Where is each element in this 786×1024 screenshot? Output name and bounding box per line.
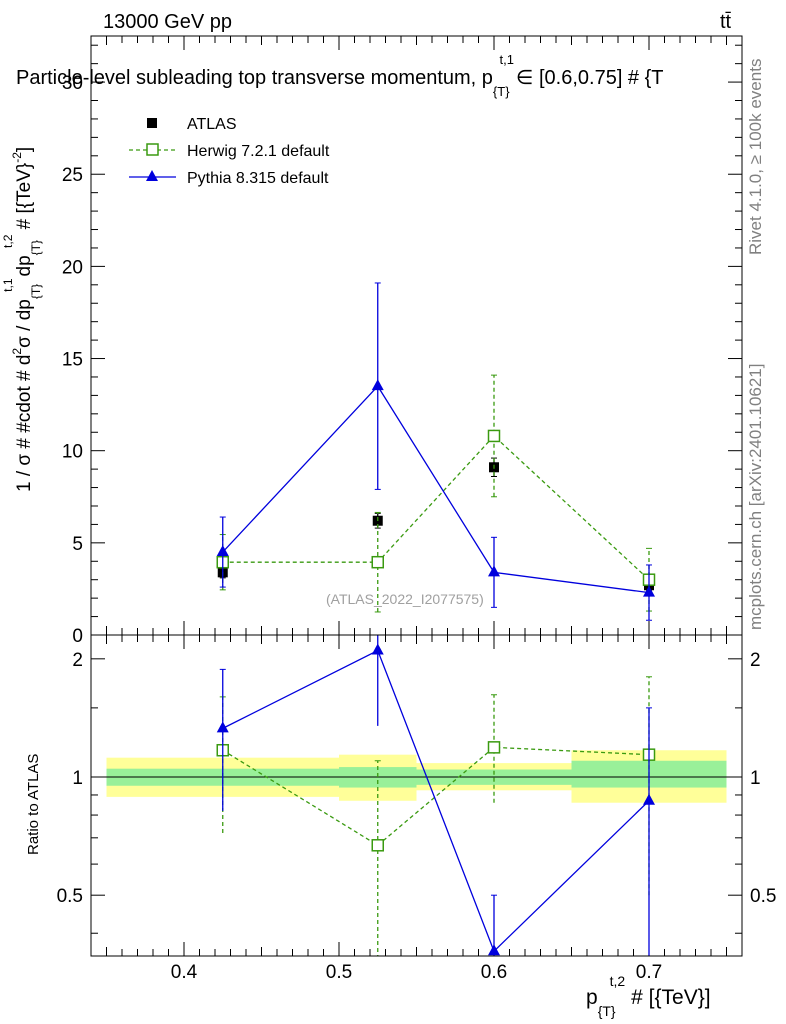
main-curves-layer [216,282,656,621]
legend-pythia-marker [146,170,158,181]
ratio-frame [90,634,743,957]
main-line-pythia [222,385,650,594]
xlabel-sup: t,2 [610,973,626,989]
pythia-ratio-point [371,643,384,655]
main-ticks: 0 5 10 15 20 25 30 [62,36,742,956]
herwig-ratio-point [371,839,384,852]
legend-herwig-marker [146,143,159,156]
legend: ATLAS Herwig 7.2.1 default Pythia 8.315 … [129,116,330,187]
rivet-label: Rivet 4.1.0, ≥ 100k events [746,59,765,255]
legend-pythia-label: Pythia 8.315 default [187,170,329,187]
xlabel: p{T} t,2 # [{TeV}] [586,973,711,1019]
ratio-ytick-label: 1 [72,768,83,789]
ylabel-supm2: -2 [10,152,24,163]
main-ytick-label: 0 [72,626,83,647]
ratio-line-pythia [222,649,650,953]
ylabel-b: σ / dp [14,299,35,348]
pythia-ratio-point [643,793,655,805]
ylabel-sup2b: t,2 [1,234,15,248]
main-ytick-label: 5 [72,534,83,555]
xtick-label: 0.5 [326,962,352,983]
main-ytick-label: 15 [62,350,83,371]
process-label: tt̄ [720,11,732,33]
ratio-ylabel: Ratio to ATLAS [25,754,42,855]
xtick-label: 0.7 [636,962,662,983]
main-ytick-label: 20 [62,257,83,278]
pythia-ratio-point [488,944,500,956]
ylabel-sup1: t,1 [1,278,15,292]
legend-atlas-marker [147,118,157,128]
watermark: (ATLAS_2022_I2077575) [326,591,484,607]
herwig-point [487,429,501,443]
xtick-label: 0.6 [481,962,507,983]
pythia-point [488,565,500,577]
ylabel-e: ] [14,147,35,152]
ratio-ytick-label-right: 0.5 [750,886,776,907]
plot-title-sup: t,1 [500,52,514,67]
ylabel-sub1: {T} [29,284,43,299]
ylabel-d: # [{TeV} [14,163,35,235]
xlabel-sub: {T} [598,1003,616,1019]
main-ytick-label: 10 [62,442,83,463]
ratio-bands-layer [106,750,727,803]
plot-title: Particle-level subleading top transverse… [16,52,664,99]
ylabel-c: dp [14,255,35,276]
plot-title-sub: {T} [493,84,510,99]
xtick-label: 0.4 [171,962,198,983]
legend-atlas-label: ATLAS [187,116,237,133]
ratio-ytick-label: 2 [72,650,83,671]
energy-label: 13000 GeV pp [103,11,232,33]
ratio-ytick-label-right: 1 [750,768,761,789]
xlabel-tail: # [{TeV}] [631,986,710,1009]
plot-title-tail: ∈ [0.6,0.75] # {T [516,67,664,89]
pythia-point [216,545,229,557]
ylabel-sup2: 2 [10,348,24,355]
herwig-ratio-point [487,741,501,754]
pythia-point [643,585,655,597]
main-panel: 0 5 10 15 20 25 30 (ATLAS_2022_I2077575) [62,35,743,956]
ratio-curves-layer [216,635,656,956]
herwig-point [371,555,384,569]
plot-title-text: Particle-level subleading top transverse… [16,67,493,89]
main-line-herwig [222,435,650,581]
ratio-panel: 0.5 0.5 1 1 2 2 0.4 0.5 0.6 0.7 [57,634,777,983]
pythia-ratio-point [216,721,229,733]
xlabel-p: p [586,986,598,1009]
ratio-ticks: 0.5 0.5 1 1 2 2 0.4 0.5 0.6 0.7 [57,650,777,983]
pythia-point [371,379,384,391]
ratio-ytick-label-right: 2 [750,650,761,671]
main-ytick-label: 30 [62,73,83,94]
main-ytick-label: 25 [62,165,83,186]
ratio-ytick-label: 0.5 [57,886,83,907]
ratio-series-group [216,635,656,956]
legend-herwig-label: Herwig 7.2.1 default [187,143,330,160]
ylabel-a: 1 / σ # #cdot # d [14,355,35,492]
mcplots-label: mcplots.cern.ch [arXiv:2401.10621] [746,364,765,630]
main-ylabel: 1 / σ # #cdot # d2σ / dp{T}t,1dp{T}t,2 #… [1,147,43,492]
ylabel-sub2: {T} [29,240,43,255]
